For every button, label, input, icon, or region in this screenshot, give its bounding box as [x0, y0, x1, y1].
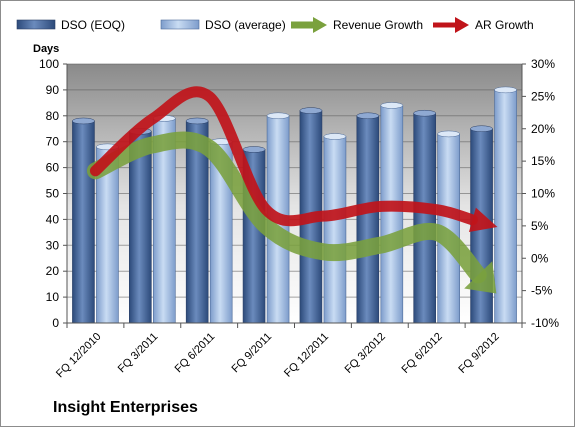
- bar-top-dso-average: [323, 133, 347, 140]
- bar-top-dso-eoq: [299, 107, 323, 114]
- right-tick-label: -10%: [531, 316, 559, 330]
- x-tick-label: FQ 12/2010: [54, 331, 104, 381]
- bar-top-dso-average: [380, 102, 404, 109]
- legend-label-dso-eoq: DSO (EOQ): [61, 18, 125, 32]
- legend-label-dso-average: DSO (average): [205, 18, 286, 32]
- legend-swatch-ar-growth-head: [455, 17, 469, 33]
- left-tick-label: 0: [52, 316, 59, 330]
- right-tick-label: 15%: [531, 154, 555, 168]
- legend-label-revenue-growth: Revenue Growth: [333, 18, 423, 32]
- left-tick-label: 50: [46, 187, 60, 201]
- right-tick-label: 0%: [531, 251, 549, 265]
- legend: DSO (EOQ) DSO (average) Revenue Growth AR G…: [16, 17, 534, 33]
- legend-label-ar-growth: AR Growth: [475, 18, 534, 32]
- legend-swatch-dso-average: [160, 19, 200, 30]
- x-tick-label: FQ 3/2012: [343, 331, 388, 376]
- left-tick-label: 90: [46, 83, 60, 97]
- ar-growth-arrow-arrowhead: [468, 207, 498, 233]
- chart-title: Insight Enterprises: [53, 399, 198, 416]
- bar-top-dso-eoq: [72, 117, 95, 125]
- right-tick-label: 20%: [531, 122, 555, 136]
- right-tick-label: 30%: [531, 57, 555, 71]
- left-tick-label: 10: [46, 290, 60, 304]
- revenue-growth-arrow-line: [86, 131, 487, 284]
- x-tick-label: FQ 6/2011: [173, 331, 218, 376]
- bar-top-dso-average: [266, 112, 290, 120]
- ar-growth-arrow-line: [89, 86, 478, 227]
- right-tick-label: 10%: [531, 187, 555, 201]
- x-tick-label: FQ 9/2012: [456, 331, 501, 376]
- revenue-growth-arrow-arrowhead: [464, 261, 497, 294]
- left-tick-label: 60: [46, 161, 60, 175]
- bar-dso-average: [323, 136, 347, 324]
- bar-top-dso-eoq: [413, 109, 436, 117]
- bar-dso-eoq: [356, 115, 380, 324]
- x-tick-label: FQ 6/2012: [400, 331, 445, 376]
- legend-swatch-revenue-growth-head: [313, 17, 327, 33]
- left-tick-label: 30: [46, 238, 60, 252]
- bar-top-dso-average: [437, 130, 460, 138]
- bar-top-dso-eoq: [242, 146, 266, 153]
- left-tick-label: 70: [46, 135, 60, 149]
- x-tick-label: FQ 12/2011: [282, 331, 331, 380]
- bar-dso-average: [494, 89, 517, 324]
- growth-arrows: [86, 86, 498, 294]
- left-tick-label: 80: [46, 109, 60, 123]
- bar-top-dso-eoq: [356, 112, 380, 120]
- bar-top-dso-eoq: [185, 117, 209, 125]
- right-tick-label: 25%: [531, 89, 555, 103]
- x-tick-label: FQ 9/2011: [230, 331, 275, 376]
- bar-dso-eoq: [413, 112, 436, 324]
- right-tick-label: 5%: [531, 219, 549, 233]
- bar-dso-eoq: [72, 120, 95, 324]
- left-tick-label: 20: [46, 264, 60, 278]
- left-tick-label: 40: [46, 212, 60, 226]
- right-tick-label: -5%: [531, 284, 553, 298]
- y-axis-label: Days: [33, 43, 59, 55]
- bar-dso-average: [380, 105, 404, 324]
- x-tick-label: FQ 3/2011: [116, 331, 161, 376]
- bar-top-dso-eoq: [470, 125, 493, 132]
- bar-top-dso-average: [494, 86, 517, 94]
- legend-swatch-dso-eoq: [16, 19, 56, 30]
- left-tick-label: 100: [39, 57, 59, 71]
